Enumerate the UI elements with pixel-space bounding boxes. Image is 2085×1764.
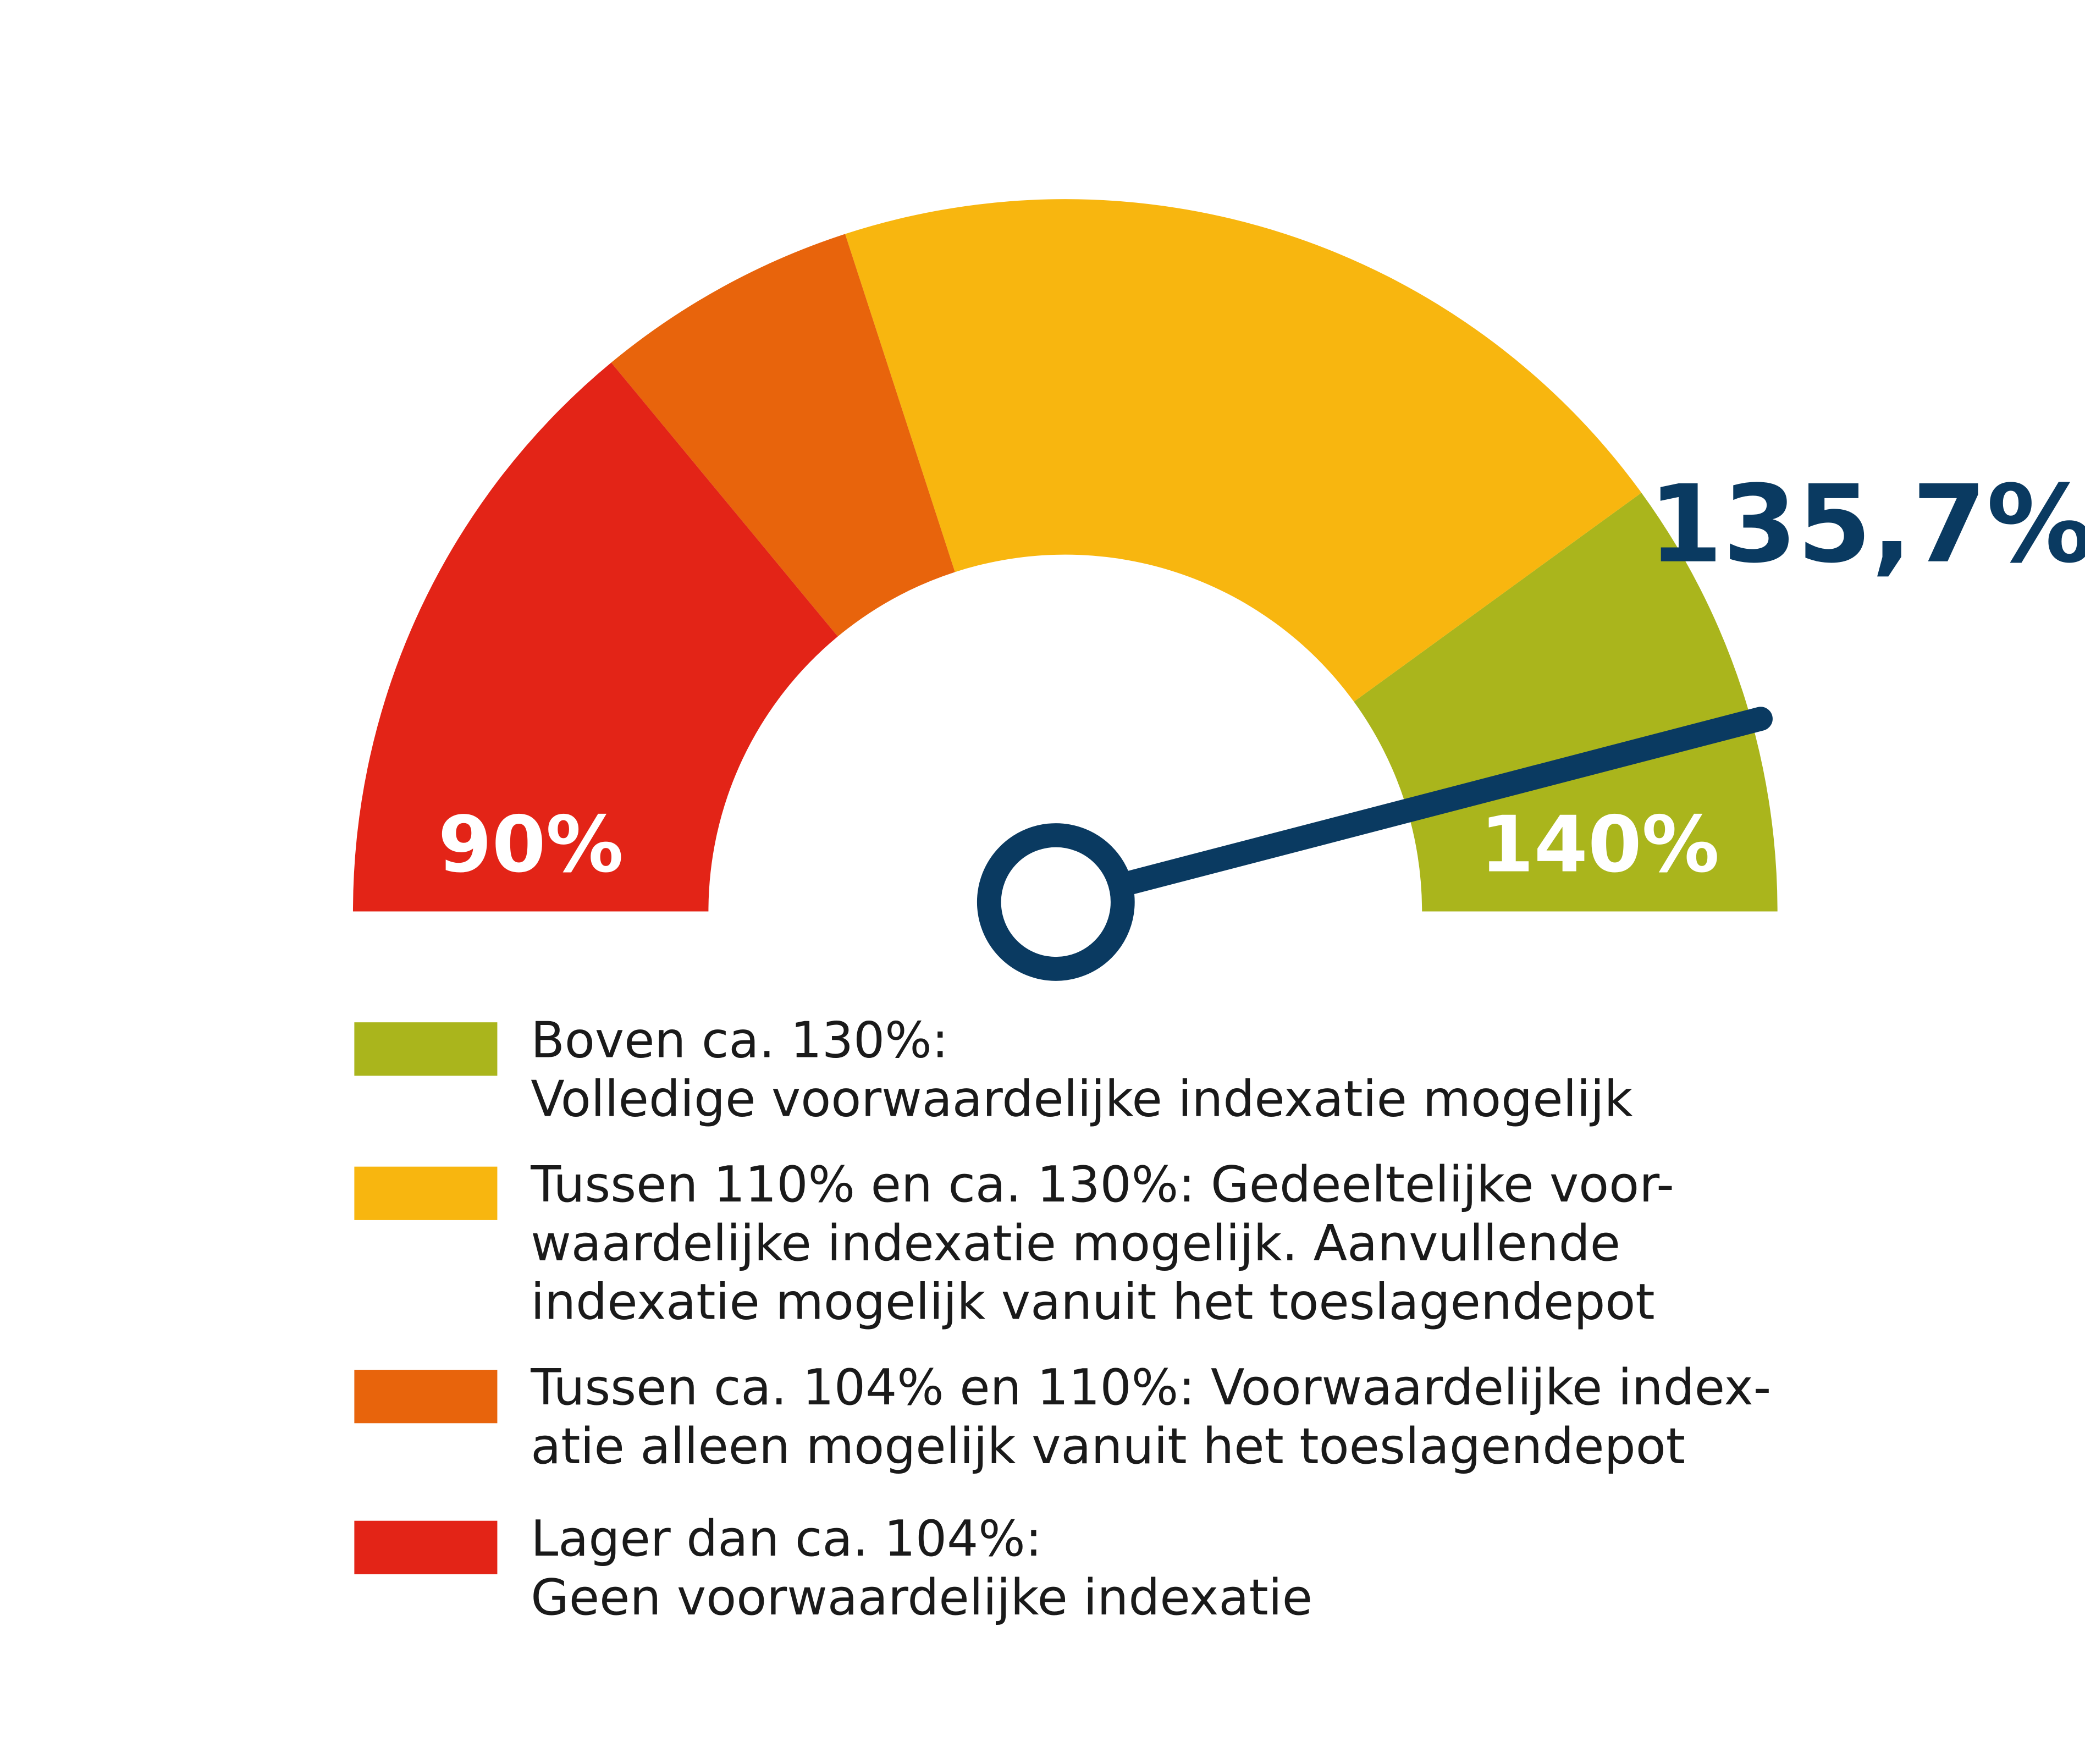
value-label: 135,7%	[1648, 462, 2085, 587]
gauge-band	[611, 234, 955, 637]
legend-line: Volledige voorwaardelijke indexatie moge…	[531, 1071, 1632, 1128]
legend-swatch	[354, 1022, 498, 1076]
legend-swatch	[354, 1166, 498, 1220]
legend-line: atie alleen mogelijk vanuit het toeslage…	[531, 1418, 1685, 1475]
legend-swatch	[354, 1370, 498, 1424]
tick-label: 90%	[438, 800, 624, 890]
legend-line: Geen voorwaardelijke indexatie	[531, 1569, 1312, 1627]
needle	[1044, 707, 1773, 914]
legend-line: Lager dan ca. 104%:	[531, 1511, 1042, 1568]
tick-label: 140%	[1480, 800, 1719, 890]
gauge-band	[352, 362, 838, 912]
legend-line: indexatie mogelijk vanuit het toeslagend…	[531, 1274, 1655, 1331]
legend-text: Tussen 110% en ca. 130%: Gedeeltelijke v…	[530, 1156, 1674, 1331]
legend-text: Tussen ca. 104% en 110%: Voorwaardelijke…	[530, 1359, 1771, 1475]
legend-swatch	[354, 1520, 498, 1574]
legend-text: Boven ca. 130%: Volledige voorwaardelijke…	[531, 1012, 1632, 1128]
legend-line: Tussen ca. 104% en 110%: Voorwaardelijke…	[530, 1359, 1771, 1416]
legend-line: Tussen 110% en ca. 130%: Gedeeltelijke v…	[530, 1156, 1674, 1214]
legend-line: Boven ca. 130%:	[531, 1012, 948, 1069]
needle-hub	[977, 823, 1135, 981]
gauge-band	[845, 199, 1642, 702]
legend-text: Lager dan ca. 104%: Geen voorwaardelijke …	[531, 1511, 1312, 1627]
legend-line: waardelijke indexatie mogelijk. Aanvulle…	[531, 1215, 1620, 1272]
